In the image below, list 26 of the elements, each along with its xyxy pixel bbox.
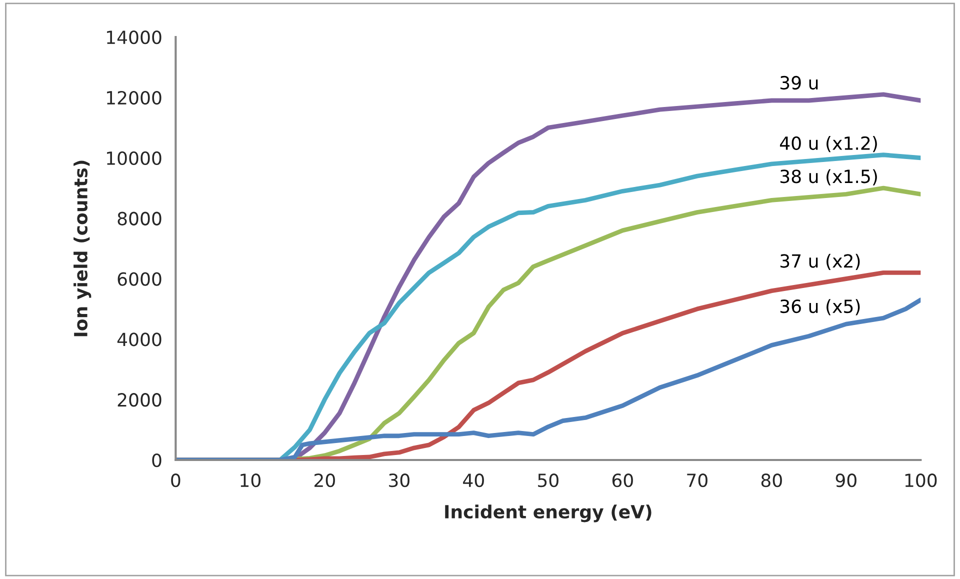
- y-tick-label: 8000: [118, 212, 162, 226]
- series-label: 37 u (x2): [780, 254, 860, 270]
- y-tick-label: 12000: [107, 90, 162, 105]
- series-label: 40 u (x1.2): [780, 136, 877, 152]
- x-tick-label: 60: [612, 474, 633, 488]
- x-tick-label: 80: [761, 474, 782, 488]
- y-tick-label: 6000: [118, 272, 162, 286]
- x-tick-label: 20: [314, 474, 335, 488]
- y-tick-label: 0: [152, 453, 162, 468]
- series-label: 39 u: [780, 76, 818, 90]
- y-tick-label: 14000: [107, 30, 162, 44]
- y-tick-label: 2000: [118, 393, 162, 407]
- x-tick-label: 0: [171, 474, 180, 488]
- x-tick-label: 40: [463, 474, 484, 488]
- x-tick-label: 30: [389, 474, 410, 488]
- x-tick-label: 90: [836, 474, 856, 488]
- y-tick-label: 4000: [117, 332, 162, 346]
- x-tick-label: 100: [905, 474, 937, 488]
- x-tick-label: 10: [240, 474, 260, 488]
- series-label: 38 u (x1.5): [780, 169, 877, 186]
- y-tick-label: 10000: [107, 151, 162, 166]
- x-axis-title: Incident energy (eV): [445, 504, 652, 522]
- x-tick-label: 70: [687, 474, 708, 488]
- y-axis-title: Ion yield (counts): [74, 160, 92, 336]
- series-label: 36 u (x5): [780, 299, 860, 316]
- x-tick-label: 50: [538, 474, 558, 488]
